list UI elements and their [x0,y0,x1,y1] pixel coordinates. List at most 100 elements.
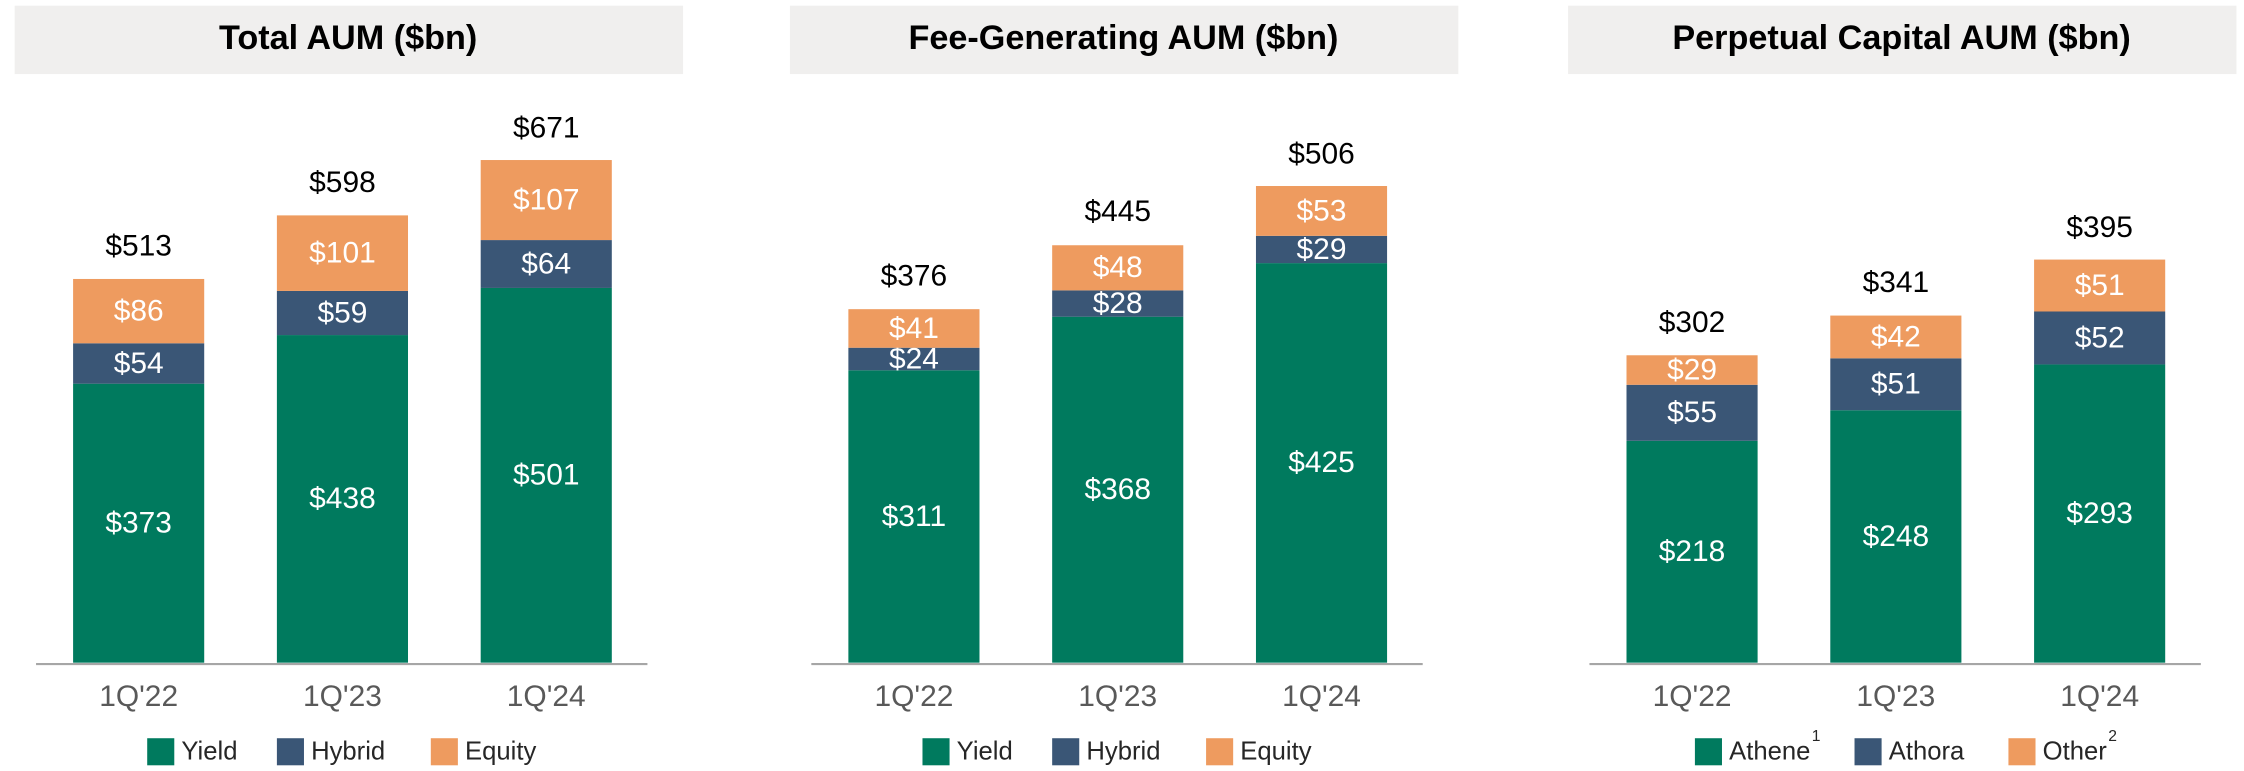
bar-segment [1626,384,1758,441]
bar-segment [1052,245,1184,291]
x-tick-label: 1Q'24 [1282,680,1361,713]
bar-segment [1255,263,1388,663]
value-label: $425 [1288,446,1355,479]
bar-segment [1626,355,1758,385]
total-label: $395 [2066,211,2133,244]
value-label: $218 [1659,535,1726,568]
total-label: $376 [881,260,948,293]
chart-panel: Total AUM ($bn) $373 $54 $86 $513 1Q'22 $438 $5… [14,5,684,766]
legend-swatch [276,738,304,766]
total-label: $302 [1659,306,1726,339]
bar-segment [480,287,612,663]
title-box [1568,5,2237,75]
legend-label: Equity [1240,737,1311,765]
legend-label: Athene [1729,737,1810,765]
value-label: $59 [317,296,367,329]
value-label: $311 [882,500,946,533]
legend-label: Athora [1889,737,1965,765]
bar-segment [848,347,980,371]
x-tick-label: 1Q'24 [2060,680,2139,713]
value-label: $373 [105,507,172,540]
x-tick-label: 1Q'23 [303,680,382,713]
title-box [14,5,684,75]
legend-label: Hybrid [1086,737,1160,765]
legend-swatch [1052,738,1080,766]
value-label: $501 [513,459,580,492]
bar-segment [1830,315,1962,359]
bar-segment [276,290,409,336]
bar-segment [1255,186,1388,236]
legend-swatch [1206,738,1234,766]
value-label: $86 [114,294,164,327]
bar-segment [1830,358,1962,411]
bar-segment [2034,259,2166,312]
x-tick-label: 1Q'23 [1078,680,1157,713]
bar-segment [480,240,612,288]
total-label: $445 [1084,195,1151,228]
total-label: $598 [309,166,376,199]
bar-segment [480,160,612,241]
bar-segment [2034,311,2166,365]
value-label: $53 [1297,194,1347,227]
total-label: $671 [513,111,580,144]
legend-swatch [922,738,950,766]
value-label: $41 [889,312,939,345]
legend-label: Yield [957,737,1013,765]
bar-segment [848,370,980,663]
x-tick-label: 1Q'22 [99,680,178,713]
chart-title: Perpetual Capital AUM ($bn) [1672,19,2130,57]
value-label: $368 [1084,473,1151,506]
chart-title: Fee-Generating AUM ($bn) [908,19,1338,57]
value-label: $55 [1667,396,1717,429]
x-tick-label: 1Q'24 [507,680,586,713]
legend-swatch [147,738,175,766]
value-label: $107 [513,183,580,216]
legend-swatch [1694,738,1722,766]
value-label: $28 [1093,287,1143,320]
bar-segment [276,215,409,291]
bar-segment [1052,290,1184,317]
total-label: $513 [105,230,172,263]
legend-swatch [2008,738,2036,766]
value-label: $248 [1863,520,1930,553]
value-label: $29 [1297,233,1347,266]
value-label: $42 [1871,320,1921,353]
value-label: $54 [114,347,164,380]
value-label: $51 [2075,269,2125,302]
x-tick-label: 1Q'23 [1856,680,1935,713]
value-label: $64 [521,247,571,280]
chart-panel: Perpetual Capital AUM ($bn) $218 $55 $29 $30… [1568,5,2237,766]
legend-label: Other [2043,737,2108,765]
legend-label: Yield [181,737,237,765]
bar-segment [73,383,205,663]
total-label: $506 [1288,138,1355,171]
x-tick-label: 1Q'22 [874,680,953,713]
bar-segment [1052,316,1184,663]
chart-panel: Fee-Generating AUM ($bn) $311 $24$41 $376 1Q… [789,5,1459,766]
legend-label: Hybrid [311,737,385,765]
legend-swatch [1854,738,1882,766]
x-tick-label: 1Q'22 [1653,680,1732,713]
total-label: $341 [1863,266,1930,299]
value-label: $48 [1093,251,1143,284]
legend-footnote: 1 [1812,728,1821,745]
bar-segment [2034,364,2166,663]
legend-footnote: 2 [2108,728,2117,745]
value-label: $52 [2075,321,2125,354]
bar-segment [1626,440,1758,663]
bar-segment [73,278,205,344]
value-label: $29 [1667,353,1717,386]
value-label: $24 [889,342,939,375]
legend-label: Equity [465,737,536,765]
legend-swatch [430,738,458,766]
value-label: $438 [309,482,376,515]
bar-segment [848,309,980,348]
bar-segment [276,335,409,663]
value-label: $293 [2066,497,2133,530]
value-label: $51 [1871,368,1921,401]
chart-title: Total AUM ($bn) [219,19,477,57]
value-label: $101 [309,236,376,269]
bar-segment [73,343,205,384]
bar-segment [1830,410,1962,663]
